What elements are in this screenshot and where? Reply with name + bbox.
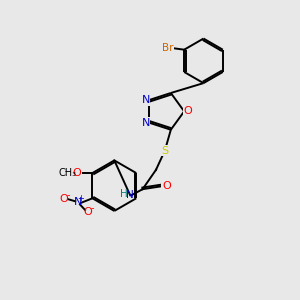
Text: N: N bbox=[142, 118, 150, 128]
Text: +: + bbox=[77, 194, 84, 203]
Text: S: S bbox=[161, 146, 168, 155]
Text: O: O bbox=[60, 194, 69, 204]
Text: N: N bbox=[142, 95, 150, 105]
Text: -: - bbox=[90, 203, 94, 213]
Text: N: N bbox=[74, 197, 82, 207]
Text: H: H bbox=[120, 189, 128, 199]
Text: O: O bbox=[162, 181, 171, 191]
Text: O: O bbox=[183, 106, 192, 116]
Text: O: O bbox=[72, 168, 81, 178]
Text: CH₃: CH₃ bbox=[59, 168, 77, 178]
Text: N: N bbox=[126, 190, 134, 200]
Text: -: - bbox=[66, 190, 70, 200]
Text: methoxy: methoxy bbox=[65, 171, 71, 172]
Text: Br: Br bbox=[162, 43, 174, 53]
Text: O: O bbox=[84, 207, 92, 217]
